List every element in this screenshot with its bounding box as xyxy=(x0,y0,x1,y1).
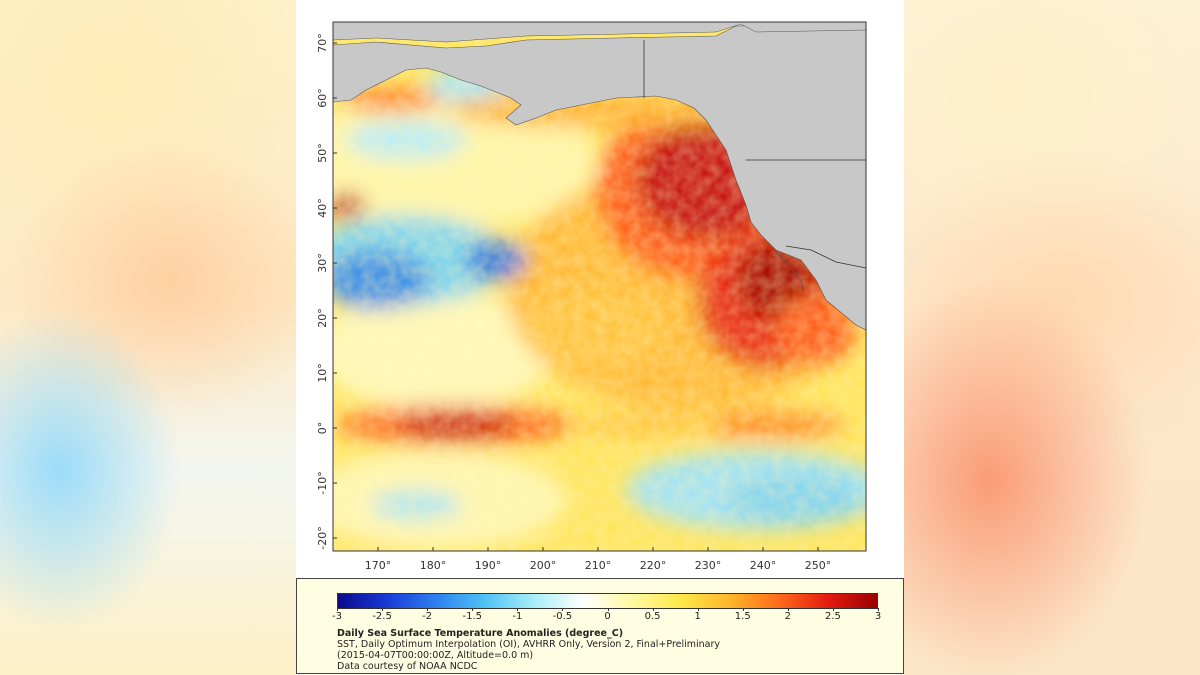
colorbar xyxy=(337,593,878,609)
colorbar-tick-label: -2.5 xyxy=(372,611,392,622)
lon-tick-label: 170° xyxy=(365,559,392,572)
colorbar-tick-mark xyxy=(337,608,338,611)
colorbar-tick-mark xyxy=(742,608,744,611)
colorbar-tick-label: 1 xyxy=(694,611,701,622)
lat-tick-label: 20° xyxy=(316,308,329,328)
us-mexico-border xyxy=(785,245,866,269)
colorbar-tick-label: 2.5 xyxy=(824,611,841,622)
colorbar-tick-mark xyxy=(382,608,384,611)
colorbar-tick-label: 1.5 xyxy=(734,611,751,622)
legend-title: Daily Sea Surface Temperature Anomalies … xyxy=(337,628,624,639)
lon-tick-label: 250° xyxy=(805,559,832,572)
colorbar-tick-mark xyxy=(832,608,834,611)
colorbar-tick-mark xyxy=(517,608,519,611)
lon-tick-label: 190° xyxy=(475,559,502,572)
colorbar-tick-label: 2 xyxy=(784,611,792,622)
colorbar-tick-mark xyxy=(697,608,699,611)
colorbar-tick-mark xyxy=(427,608,429,611)
lat-tick-label: 70° xyxy=(316,33,329,53)
colorbar-tick-label: 3 xyxy=(874,611,882,622)
colorbar-tick-mark xyxy=(607,608,609,611)
legend-time-line: (2015-04-07T00:00:00Z, Altitude=0.0 m) xyxy=(337,650,534,661)
colorbar-tick-mark xyxy=(652,608,654,611)
lon-tick-label: 200° xyxy=(530,559,557,572)
baja-california-coast xyxy=(775,251,805,293)
legend-panel: -3 -2.5 -2 -1.5 -1 -0.5 0 0.5 1 1.5 2 2.5 3 Daily Se… xyxy=(296,578,904,674)
blurred-background-left xyxy=(0,0,300,675)
lon-tick-label: 240° xyxy=(750,559,777,572)
colorbar-tick-label: -1 xyxy=(512,611,523,622)
latitude-axis: -20° -10° 0° 10° 20° 30° 40° 50° 60° 70° xyxy=(316,33,337,550)
sst-anomaly-map: -20° -10° 0° 10° 20° 30° 40° 50° 60° 70° 170° 180°… xyxy=(316,21,867,572)
map-frame xyxy=(332,21,867,552)
arctic-landmass xyxy=(333,22,866,43)
colorbar-tick-mark xyxy=(562,608,564,611)
colorbar-tick-label: -3 xyxy=(332,611,342,622)
colorbar-tick-label: 0 xyxy=(604,611,611,622)
lon-tick-label: 180° xyxy=(420,559,447,572)
lat-tick-label: 30° xyxy=(316,253,329,273)
longitude-axis: 170° 180° 190° 200° 210° 220° 230° 240° 250° xyxy=(365,547,832,572)
colorbar-tick-mark xyxy=(472,608,474,611)
map-plot-area xyxy=(333,22,866,551)
lat-tick-label: 50° xyxy=(316,143,329,163)
lat-tick-label: -20° xyxy=(316,526,329,549)
lat-tick-label: 40° xyxy=(316,198,329,218)
colorbar-tick-label: -0.5 xyxy=(552,611,573,622)
colorbar-tick-label: 0.5 xyxy=(644,611,661,622)
legend-credit-line: Data courtesy of NOAA NCDC xyxy=(337,661,478,672)
lon-tick-label: 230° xyxy=(695,559,722,572)
legend-text: Daily Sea Surface Temperature Anomalies … xyxy=(337,628,720,672)
lat-tick-label: 10° xyxy=(316,363,329,383)
lat-tick-label: 60° xyxy=(316,88,329,108)
colorbar-tick-label: -1.5 xyxy=(462,611,483,622)
legend-dataset-line: SST, Daily Optimum Interpolation (OI), A… xyxy=(337,639,721,650)
lat-tick-label: 0° xyxy=(316,422,329,435)
lat-tick-label: -10° xyxy=(316,471,329,494)
blurred-background-right xyxy=(900,0,1200,675)
lon-tick-label: 220° xyxy=(640,559,667,572)
map-panel: -20° -10° 0° 10° 20° 30° 40° 50° 60° 70° 170° 180°… xyxy=(296,0,904,675)
lon-tick-label: 210° xyxy=(585,559,612,572)
colorbar-tick-mark xyxy=(787,608,789,611)
colorbar-tick-mark xyxy=(878,608,879,611)
colorbar-tick-label: -2 xyxy=(422,611,433,622)
